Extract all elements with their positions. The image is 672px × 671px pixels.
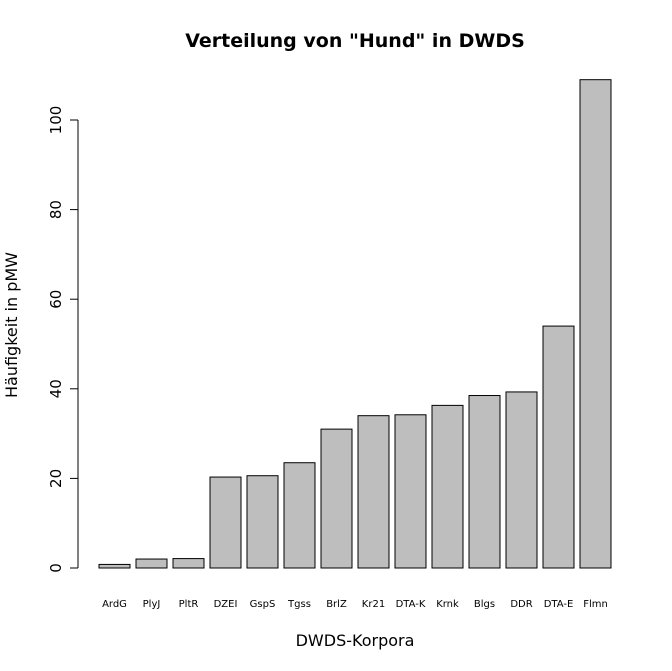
bar-flmn	[579, 79, 612, 569]
bar-pltr	[172, 558, 205, 569]
y-tick-label: 0	[47, 563, 65, 573]
bar-blgs	[468, 395, 501, 569]
bar-dta-e	[542, 325, 575, 569]
x-category-label: DZEI	[214, 599, 238, 610]
bars	[98, 79, 612, 569]
chart-title: Verteilung von "Hund" in DWDS	[185, 30, 525, 52]
y-tick-label: 40	[47, 379, 65, 398]
bar-dta-k	[394, 414, 427, 569]
x-category-label: PlyJ	[143, 599, 161, 610]
bar-gsps	[246, 475, 279, 569]
bar-ardg	[98, 563, 131, 569]
bar-kr21	[357, 415, 390, 569]
y-tick-label: 20	[47, 469, 65, 488]
y-axis-label: Häufigkeit in pMW	[2, 252, 21, 398]
bar-ddr	[505, 391, 538, 569]
bar-brlz	[320, 428, 353, 569]
x-category-label: DTA-K	[396, 599, 426, 610]
y-tick-label: 80	[47, 200, 65, 219]
x-category-label: ArdG	[102, 599, 127, 610]
x-category-label: GspS	[250, 599, 276, 610]
x-axis-label: DWDS-Korpora	[296, 631, 415, 650]
x-category-label: PltR	[179, 599, 199, 610]
category-labels: ArdG PlyJ PltR DZEI GspS Tgss BrlZ Kr21 DTA-K Krn…	[102, 599, 608, 610]
y-tick-label: 60	[47, 290, 65, 309]
x-category-label: Krnk	[436, 599, 459, 610]
x-category-label: DDR	[510, 599, 532, 610]
bar-dzei	[209, 476, 242, 569]
x-category-label: Kr21	[362, 599, 385, 610]
y-axis-ticks: 0 20 40 60 80 100	[47, 106, 78, 573]
x-category-label: DTA-E	[544, 599, 574, 610]
bar-tgss	[283, 462, 316, 569]
x-category-label: Tgss	[287, 599, 311, 610]
x-category-label: BrlZ	[326, 599, 347, 610]
bar-plyj	[135, 558, 168, 569]
y-tick-label: 100	[47, 106, 65, 135]
x-category-label: Flmn	[583, 599, 608, 610]
x-category-label: Blgs	[474, 599, 495, 610]
bar-krnk	[431, 404, 464, 569]
